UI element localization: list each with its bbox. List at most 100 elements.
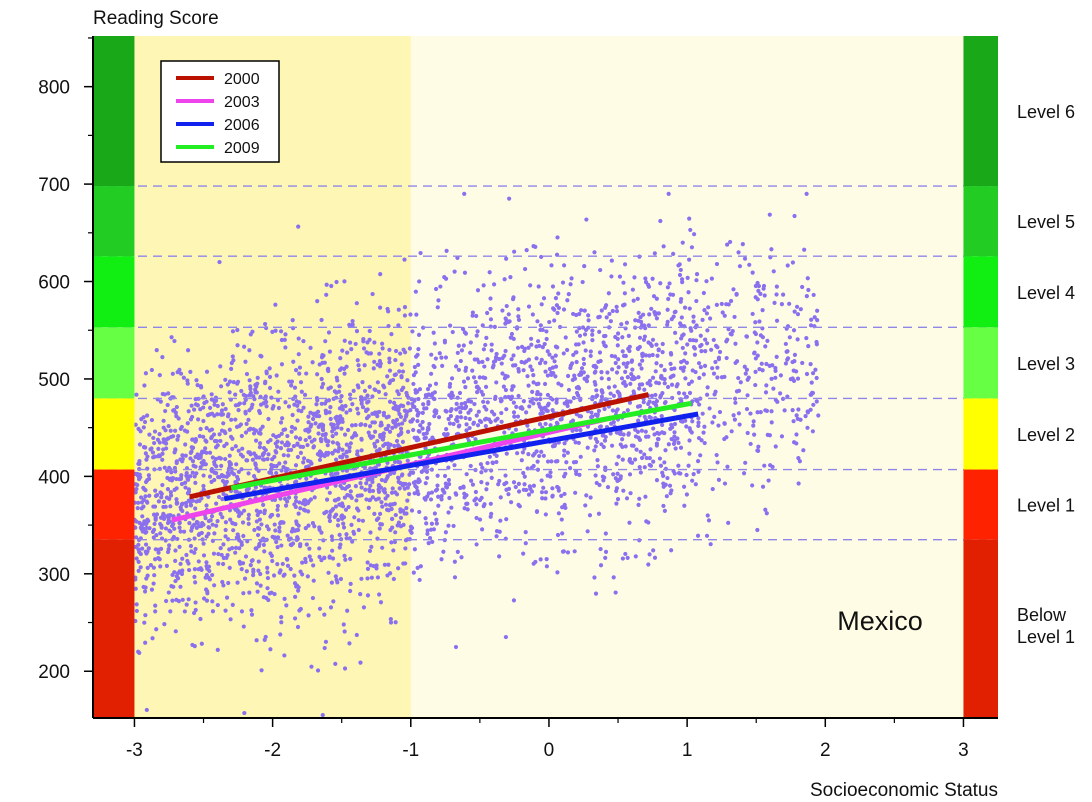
scatter-point (453, 644, 459, 650)
scatter-point (367, 548, 373, 554)
scatter-point (241, 591, 246, 596)
scatter-point (198, 465, 203, 470)
scatter-point (134, 535, 139, 540)
scatter-point (193, 454, 198, 460)
scatter-point (190, 437, 195, 442)
scatter-point (227, 460, 232, 465)
scatter-point (657, 456, 663, 461)
scatter-point (301, 460, 306, 465)
scatter-point (526, 492, 532, 497)
scatter-point (432, 409, 437, 414)
scatter-point (368, 497, 373, 502)
scatter-point (804, 191, 809, 196)
scatter-point (362, 363, 367, 368)
scatter-point (511, 295, 516, 300)
scatter-point (190, 642, 195, 648)
scatter-point (563, 335, 568, 340)
scatter-point (485, 481, 490, 486)
scatter-point (270, 558, 275, 564)
scatter-point (522, 482, 527, 487)
scatter-point (674, 340, 679, 345)
scatter-point (785, 394, 790, 399)
scatter-point (612, 384, 617, 389)
scatter-point (487, 454, 492, 459)
scatter-point (545, 408, 550, 414)
scatter-point (336, 562, 341, 567)
scatter-point (531, 373, 536, 378)
scatter-point (479, 480, 484, 485)
scatter-point (494, 534, 499, 539)
scatter-point (258, 509, 263, 514)
scatter-point (513, 427, 519, 432)
scatter-point (654, 403, 659, 408)
scatter-point (220, 478, 226, 483)
scatter-point (792, 213, 797, 219)
scatter-point (454, 492, 459, 497)
scatter-point (497, 356, 502, 362)
scatter-point (196, 532, 201, 538)
scatter-point (365, 560, 370, 565)
scatter-point (662, 367, 667, 373)
scatter-point (235, 477, 241, 482)
scatter-point (380, 341, 385, 346)
scatter-point (697, 402, 702, 407)
scatter-point (551, 306, 556, 311)
scatter-point (378, 361, 383, 366)
scatter-point (310, 360, 315, 365)
scatter-point (755, 297, 760, 302)
scatter-point (573, 440, 578, 445)
scatter-point (209, 468, 214, 473)
scatter-point (168, 609, 173, 614)
scatter-point (615, 407, 620, 412)
scatter-point (468, 408, 473, 413)
scatter-point (425, 494, 430, 499)
level-bar-left (93, 256, 135, 328)
scatter-point (613, 590, 618, 595)
scatter-point (425, 531, 430, 536)
scatter-point (333, 504, 339, 509)
scatter-point (298, 450, 304, 455)
scatter-point (259, 668, 264, 673)
scatter-point (615, 343, 620, 348)
scatter-point (496, 482, 501, 487)
scatter-point (549, 459, 554, 464)
scatter-point (389, 516, 395, 522)
scatter-point (219, 552, 224, 558)
scatter-point (614, 488, 619, 494)
scatter-point (660, 341, 665, 347)
scatter-point (306, 420, 311, 425)
scatter-point (341, 521, 346, 526)
scatter-point (416, 411, 421, 416)
scatter-point (547, 319, 552, 325)
scatter-point (731, 413, 736, 418)
scatter-point (625, 555, 630, 560)
scatter-point (481, 504, 486, 509)
scatter-point (286, 495, 292, 500)
scatter-point (715, 345, 720, 350)
scatter-point (306, 509, 311, 514)
scatter-point (684, 424, 689, 429)
scatter-point (227, 453, 232, 458)
scatter-point (274, 470, 279, 476)
scatter-point (655, 436, 661, 442)
scatter-point (475, 288, 481, 293)
scatter-point (283, 503, 289, 508)
scatter-point (306, 613, 311, 618)
scatter-point (646, 340, 651, 345)
scatter-point (690, 478, 695, 483)
scatter-point (509, 387, 514, 392)
scatter-point (356, 518, 361, 523)
scatter-point (133, 490, 138, 495)
scatter-point (149, 587, 155, 592)
scatter-point (248, 332, 253, 337)
scatter-point (488, 306, 493, 312)
scatter-point (792, 309, 797, 314)
scatter-point (417, 279, 422, 284)
scatter-point (355, 383, 360, 388)
scatter-point (716, 355, 722, 360)
scatter-point (136, 500, 141, 505)
scatter-point (388, 471, 393, 476)
scatter-point (500, 371, 505, 376)
scatter-point (316, 452, 322, 457)
country-annotation: Mexico (837, 606, 923, 636)
